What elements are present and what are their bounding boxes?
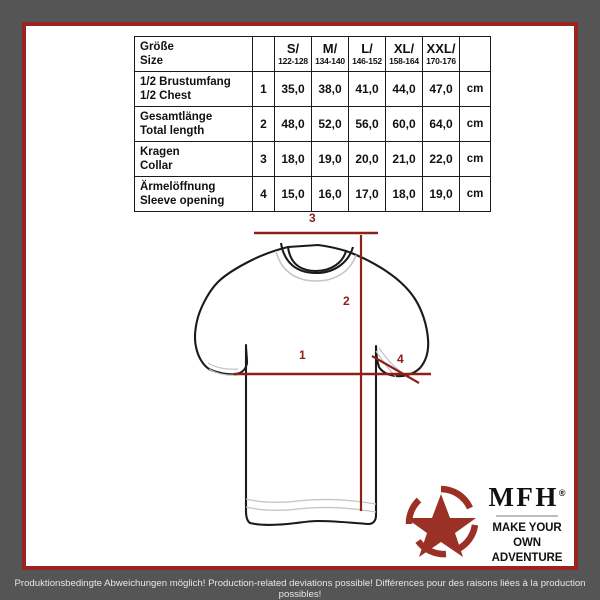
row-collar-m: 19,0 — [311, 141, 349, 177]
table-row: Ärmelöffnung Sleeve opening 4 15,0 16,0 … — [134, 176, 491, 212]
row-length-xxl: 64,0 — [422, 106, 460, 142]
mfh-logo: MFH® MAKE YOUR OWN ADVENTURE — [404, 478, 569, 568]
size-chart-table: Größe Size S/ 122-128 M/ 134-140 L/ 146-… — [134, 36, 491, 212]
header-size-en: Size — [140, 55, 164, 67]
row-chest-label: 1/2 Brustumfang 1/2 Chest — [134, 71, 253, 107]
row-collar-xl: 21,0 — [385, 141, 423, 177]
row-sleeve-index: 4 — [252, 176, 275, 212]
logo-tagline-line2: ADVENTURE — [491, 551, 563, 564]
size-xxl-range: 170-176 — [426, 55, 456, 66]
row-sleeve-en: Sleeve opening — [140, 195, 225, 207]
tshirt-diagram: 1 2 3 4 — [176, 211, 446, 556]
row-length-l: 56,0 — [348, 106, 386, 142]
header-size-s: S/ 122-128 — [274, 36, 312, 72]
row-chest-m: 38,0 — [311, 71, 349, 107]
row-chest-index: 1 — [252, 71, 275, 107]
measure-label-sleeve: 4 — [397, 352, 404, 366]
measure-label-length: 2 — [343, 294, 350, 308]
row-collar-l: 20,0 — [348, 141, 386, 177]
right-sleeve-cuff-line — [375, 350, 397, 378]
collar-rib-line — [279, 242, 355, 275]
row-collar-xxl: 22,0 — [422, 141, 460, 177]
row-sleeve-m: 16,0 — [311, 176, 349, 212]
row-collar-en: Collar — [140, 160, 173, 172]
collar-outer-line — [286, 246, 348, 273]
size-s-range: 122-128 — [278, 55, 308, 66]
star-in-circle-icon — [405, 485, 478, 558]
left-sleeve-hem-line-2 — [207, 362, 239, 370]
row-sleeve-label: Ärmelöffnung Sleeve opening — [134, 176, 253, 212]
header-unit-cell — [459, 36, 491, 72]
size-xl-range: 158-164 — [389, 55, 419, 66]
header-size-label: Größe Size — [134, 36, 253, 72]
size-l-range: 146-152 — [352, 55, 382, 66]
size-l-name: L/ — [361, 40, 373, 56]
header-size-de: Größe — [140, 41, 174, 53]
size-xl-name: XL/ — [393, 40, 415, 56]
row-collar-s: 18,0 — [274, 141, 312, 177]
row-length-m: 52,0 — [311, 106, 349, 142]
row-length-label: Gesamtlänge Total length — [134, 106, 253, 142]
row-length-en: Total length — [140, 125, 205, 137]
size-m-range: 134-140 — [315, 55, 345, 66]
content-panel: Größe Size S/ 122-128 M/ 134-140 L/ 146-… — [22, 22, 578, 570]
size-m-name: M/ — [322, 40, 338, 56]
row-chest-en: 1/2 Chest — [140, 90, 192, 102]
size-xxl-name: XXL/ — [426, 40, 456, 56]
row-chest-s: 35,0 — [274, 71, 312, 107]
row-sleeve-xl: 18,0 — [385, 176, 423, 212]
table-header-row: Größe Size S/ 122-128 M/ 134-140 L/ 146-… — [134, 36, 491, 72]
row-collar-index: 3 — [252, 141, 275, 177]
row-sleeve-s: 15,0 — [274, 176, 312, 212]
row-sleeve-l: 17,0 — [348, 176, 386, 212]
collar-shadow-line — [275, 250, 357, 282]
row-chest-de: 1/2 Brustumfang — [140, 76, 231, 88]
row-length-xl: 60,0 — [385, 106, 423, 142]
header-size-l: L/ 146-152 — [348, 36, 386, 72]
header-size-xxl: XXL/ 170-176 — [422, 36, 460, 72]
row-chest-unit: cm — [459, 71, 491, 107]
table-row: Gesamtlänge Total length 2 48,0 52,0 56,… — [134, 106, 491, 142]
row-length-unit: cm — [459, 106, 491, 142]
row-chest-l: 41,0 — [348, 71, 386, 107]
row-length-s: 48,0 — [274, 106, 312, 142]
header-size-m: M/ 134-140 — [311, 36, 349, 72]
row-chest-xxl: 47,0 — [422, 71, 460, 107]
logo-brand-text: MFH — [488, 482, 559, 512]
shirt-body-outline — [193, 243, 430, 526]
size-s-name: S/ — [286, 40, 300, 56]
table-row: Kragen Collar 3 18,0 19,0 20,0 21,0 22,0… — [134, 141, 491, 177]
tshirt-illustration — [193, 231, 431, 526]
row-sleeve-de: Ärmelöffnung — [140, 181, 216, 193]
bottom-hem-line-1 — [245, 498, 377, 505]
footer-disclaimer: Produktionsbedingte Abweichungen möglich… — [14, 578, 586, 600]
header-size-xl: XL/ 158-164 — [385, 36, 423, 72]
row-collar-de: Kragen — [140, 146, 180, 158]
logo-brand-name: MFH® — [488, 478, 565, 512]
logo-tagline-line1: MAKE YOUR OWN — [492, 521, 562, 549]
measure-line-sleeve — [371, 355, 420, 384]
row-length-index: 2 — [252, 106, 275, 142]
header-index-cell — [252, 36, 275, 72]
row-collar-label: Kragen Collar — [134, 141, 253, 177]
row-collar-unit: cm — [459, 141, 491, 177]
table-row: 1/2 Brustumfang 1/2 Chest 1 35,0 38,0 41… — [134, 71, 491, 107]
star-shape — [406, 494, 476, 557]
bottom-hem-line-2 — [245, 506, 377, 513]
row-length-de: Gesamtlänge — [140, 111, 213, 123]
measure-label-collar: 3 — [309, 211, 316, 225]
row-chest-xl: 44,0 — [385, 71, 423, 107]
registered-trademark-icon: ® — [558, 488, 566, 498]
row-sleeve-unit: cm — [459, 176, 491, 212]
logo-divider — [496, 515, 558, 517]
measure-label-chest: 1 — [299, 348, 306, 362]
row-sleeve-xxl: 19,0 — [422, 176, 460, 212]
logo-text-block: MFH® MAKE YOUR OWN ADVENTURE — [482, 478, 572, 566]
